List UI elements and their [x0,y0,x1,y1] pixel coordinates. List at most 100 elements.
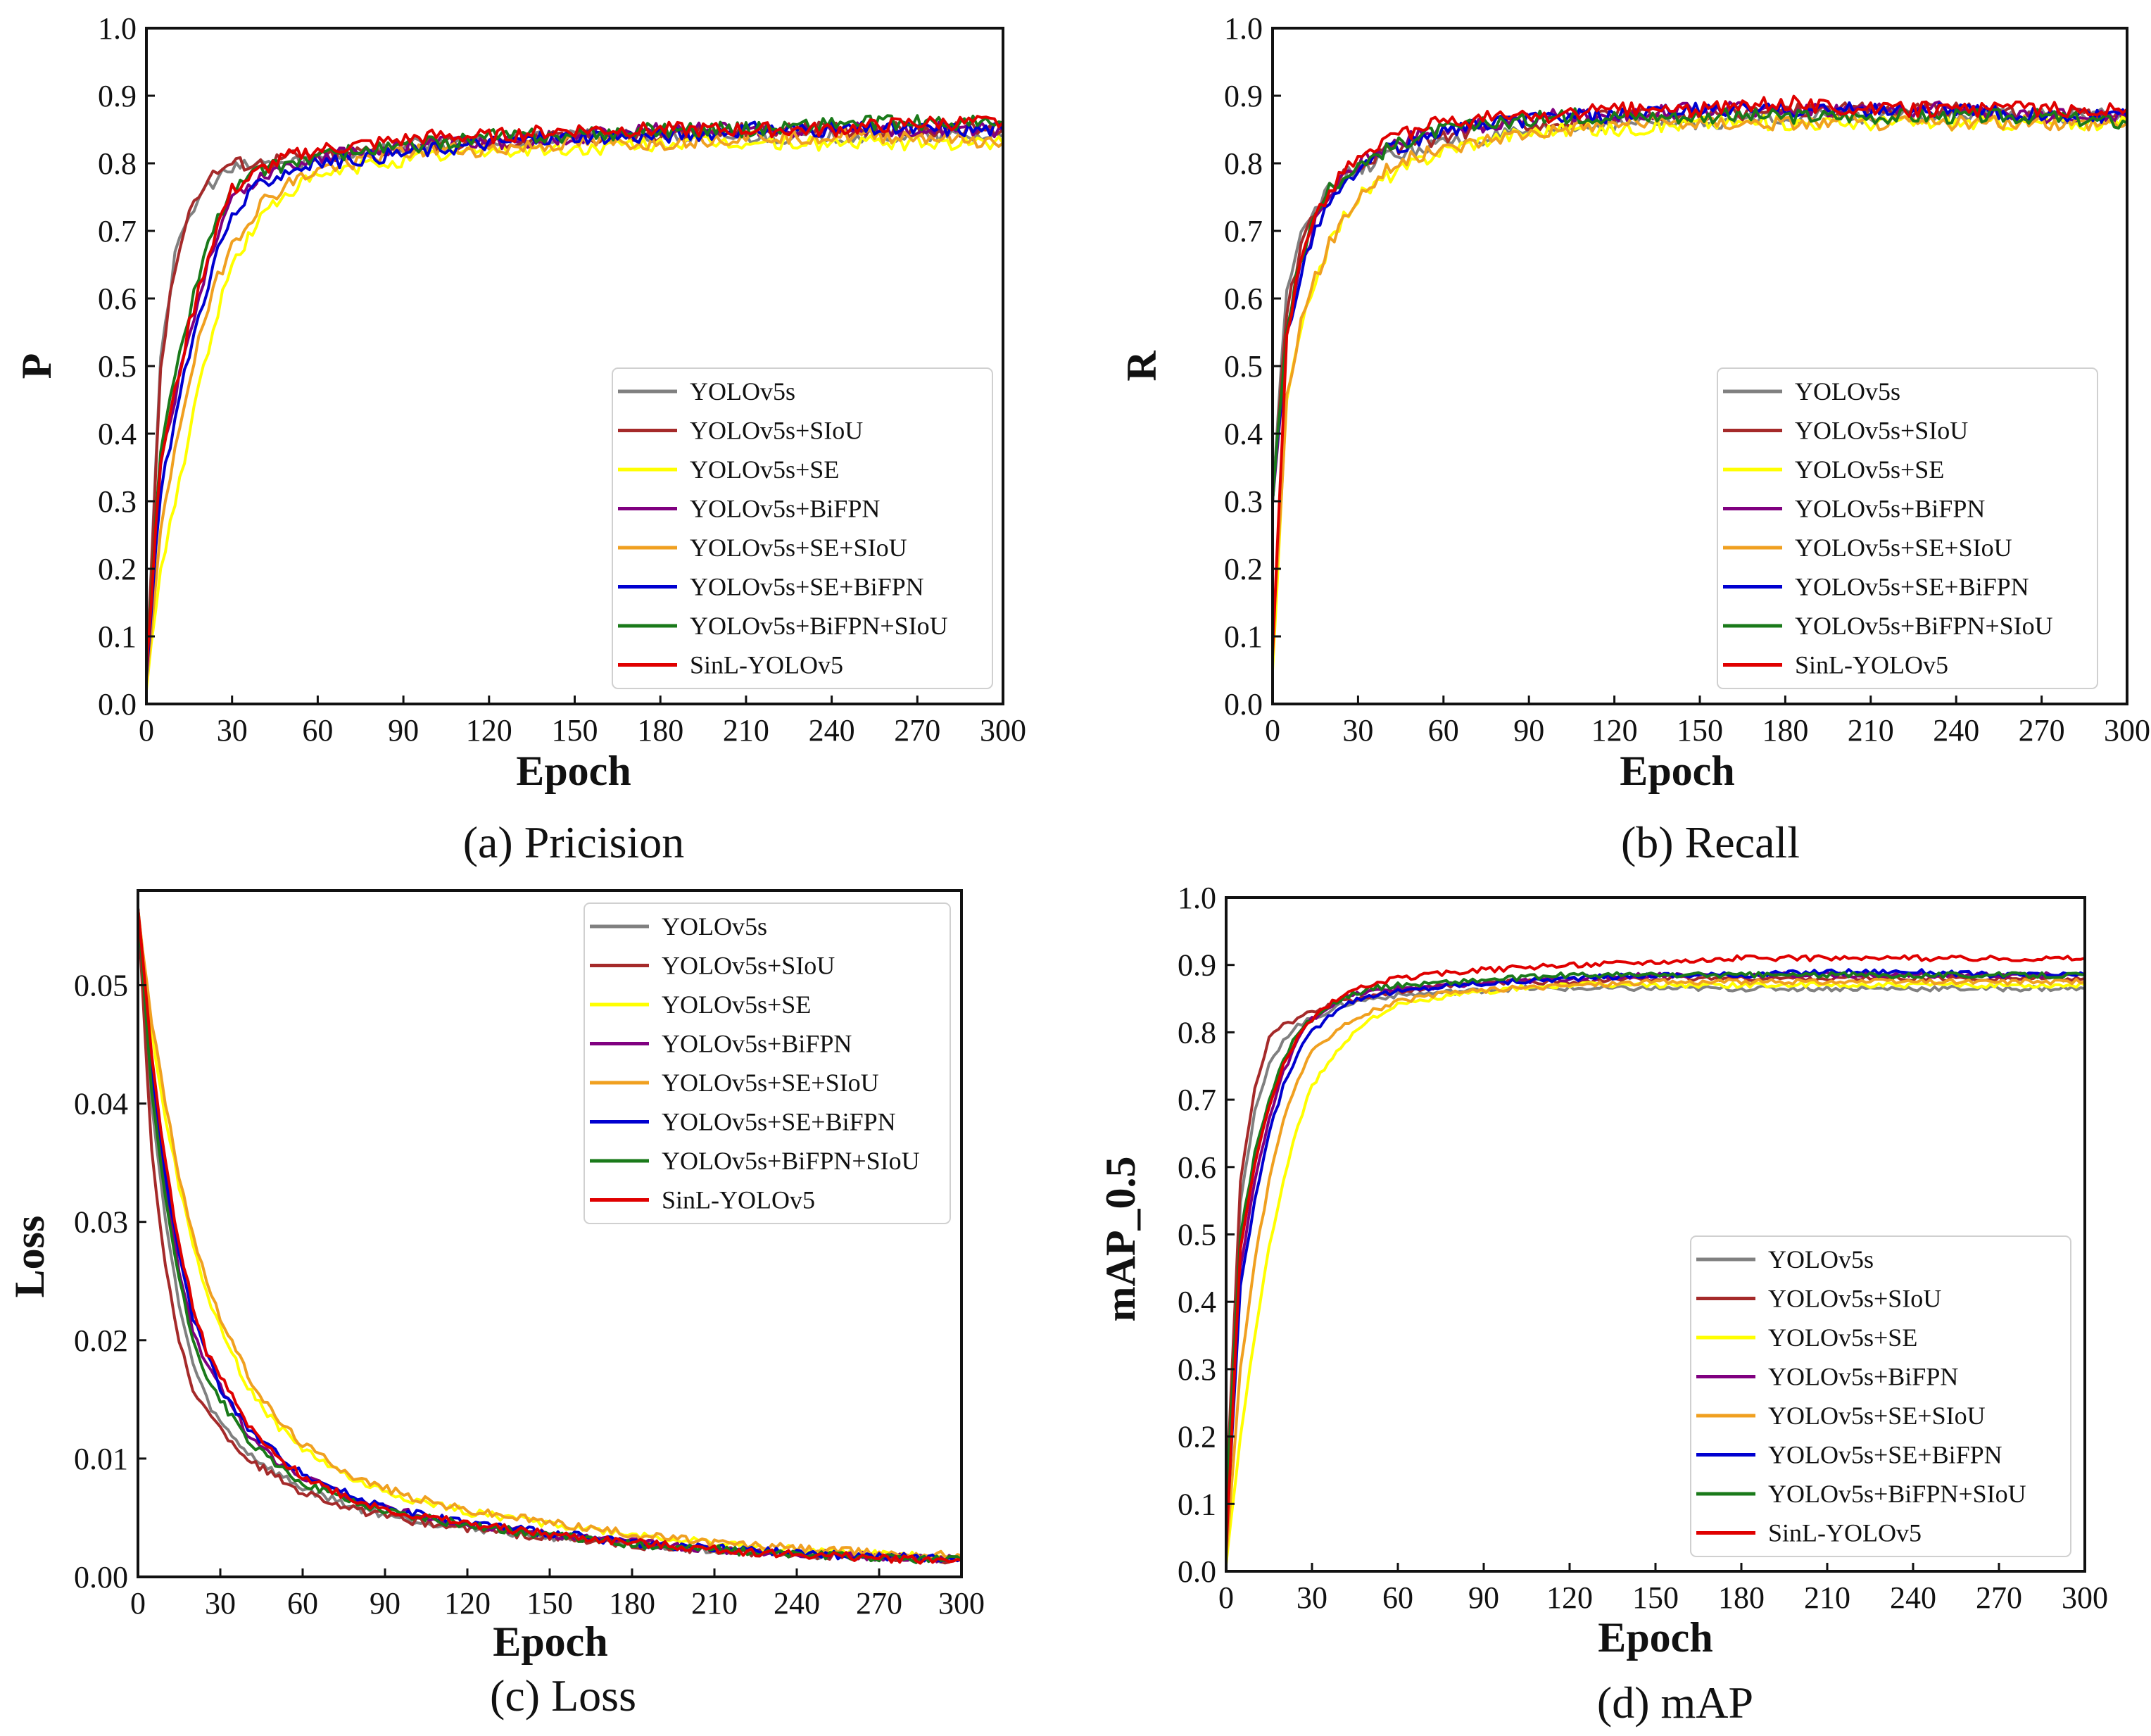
legend-label: SinL-YOLOv5 [1795,651,1948,679]
panel-recall: 0 30 60 90 120 150 180 210 240 270 300 0.0 0.1 0.2 0.3… [1118,11,2150,867]
y-tick-label: 0.9 [1224,79,1263,113]
x-axis-label: Epoch [1620,748,1734,794]
x-tick-label: 90 [1513,713,1544,748]
x-tick-label: 60 [1382,1580,1413,1615]
legend-label: YOLOv5s+SIoU [1768,1285,1941,1313]
legend-label: YOLOv5s+BiFPN+SIoU [1768,1480,2026,1508]
y-tick-label: 0.6 [98,282,137,316]
series-line [146,115,1003,671]
x-tick-label: 210 [691,1586,738,1621]
x-tick-label: 120 [444,1586,491,1621]
panel-map: 0 30 60 90 120 150 180 210 240 270 300 0.0 0.1 0.2 0.3… [1097,881,2108,1728]
panel-caption: (d) mAP [1597,1678,1753,1728]
legend-label: YOLOv5s [1795,377,1900,405]
y-tick-label: 0.04 [74,1087,128,1121]
legend-label: YOLOv5s+SE+BiFPN [1795,573,2029,601]
y-tick-label: 0.8 [1224,146,1263,181]
x-tick-label: 300 [2104,713,2150,748]
series-group [146,114,1003,691]
y-tick-label: 0.4 [98,417,137,451]
x-tick-label: 270 [894,713,940,748]
y-tick-label: 0.0 [98,687,137,722]
caption-text: Loss [551,1671,636,1721]
y-tick-label: 0.5 [1178,1218,1216,1252]
x-tick-label: 240 [1890,1580,1936,1615]
y-tick-label: 0.6 [1178,1150,1216,1185]
x-tick-label: 300 [938,1586,985,1621]
series-line [1273,107,2127,502]
x-tick-label: 180 [609,1586,655,1621]
y-tick-label: 0.1 [98,619,137,654]
x-tick-label: 120 [466,713,512,748]
series-group [1226,954,2085,1565]
y-tick-label: 0.9 [1178,948,1216,983]
y-tick-label: 0.2 [1178,1420,1216,1454]
y-tick-label: 0.4 [1178,1285,1216,1319]
legend-label: SinL-YOLOv5 [662,1186,815,1214]
x-tick-label: 0 [130,1586,146,1621]
x-tick-label: 180 [1718,1580,1765,1615]
x-tick-label: 270 [1976,1580,2022,1615]
series-line [1273,94,2127,657]
legend-label: YOLOv5s+SE [1768,1323,1917,1352]
legend-label: YOLOv5s+BiFPN [1768,1363,1958,1391]
x-tick-label: 300 [980,713,1026,748]
y-tick-label: 0.9 [98,79,137,113]
series-group [1273,94,2127,671]
caption-tag: (a) [463,817,524,867]
x-tick-label: 0 [1218,1580,1234,1615]
legend-label: YOLOv5s+BiFPN+SIoU [1795,612,2053,640]
x-tick-label: 0 [1265,713,1280,748]
panel-caption: (c) Loss [490,1671,636,1721]
x-tick-label: 30 [217,713,248,748]
legend-label: YOLOv5s+SE [690,455,839,484]
y-tick-label: 0.7 [98,214,137,249]
legend-label: YOLOv5s+SIoU [690,417,863,445]
x-tick-label: 240 [809,713,855,748]
y-tick-label: 0.0 [1224,687,1263,722]
y-tick-label: 0.2 [1224,552,1263,586]
legend-frame [612,367,993,689]
x-tick-label: 90 [1468,1580,1499,1615]
x-tick-label: 210 [723,713,769,748]
y-tick-label: 0.5 [1224,349,1263,384]
x-tick-label: 120 [1546,1580,1593,1615]
y-tick-label: 0.0 [1178,1554,1216,1589]
y-tick-label: 0.4 [1224,417,1263,451]
x-tick-label: 60 [1428,713,1459,748]
x-tick-label: 150 [1632,1580,1679,1615]
x-tick-label: 30 [1297,1580,1327,1615]
legend-label: YOLOv5s+SE+BiFPN [690,573,924,601]
y-tick-label: 0.5 [98,349,137,384]
legend-label: YOLOv5s [1768,1245,1874,1273]
legend-label: YOLOv5s [662,912,767,941]
series-line [1226,977,2085,1559]
series-line [138,908,961,1565]
x-tick-label: 150 [526,1586,573,1621]
series-line [1226,981,2085,1565]
y-tick-label: 0.05 [74,968,128,1002]
legend-label: YOLOv5s+SE [1795,455,1944,484]
y-tick-label: 0.00 [74,1560,128,1595]
y-tick-label: 0.1 [1224,619,1263,654]
legend-label: YOLOv5s+SE+SIoU [1795,534,2012,562]
caption-tag: (d) [1597,1678,1661,1728]
y-axis-label: Loss [6,1216,53,1298]
legend-label: YOLOv5s+BiFPN+SIoU [690,612,948,640]
y-tick-label: 0.3 [1224,484,1263,519]
y-tick-label: 0.3 [98,484,137,519]
y-tick-label: 0.03 [74,1205,128,1240]
x-tick-label: 30 [1342,713,1373,748]
x-tick-label: 210 [1804,1580,1850,1615]
y-tick-label: 0.02 [74,1323,128,1358]
x-tick-label: 270 [2019,713,2065,748]
y-tick-label: 0.01 [74,1442,128,1476]
caption-text: Recall [1685,817,1800,867]
x-axis-label: Epoch [493,1618,607,1665]
legend-label: YOLOv5s+SIoU [1795,417,1968,445]
legend-label: YOLOv5s+SE+BiFPN [662,1108,896,1136]
legend-frame [1690,1235,2071,1557]
x-tick-label: 0 [139,713,154,748]
caption-tag: (b) [1621,817,1685,867]
y-axis-label: P [13,353,60,379]
